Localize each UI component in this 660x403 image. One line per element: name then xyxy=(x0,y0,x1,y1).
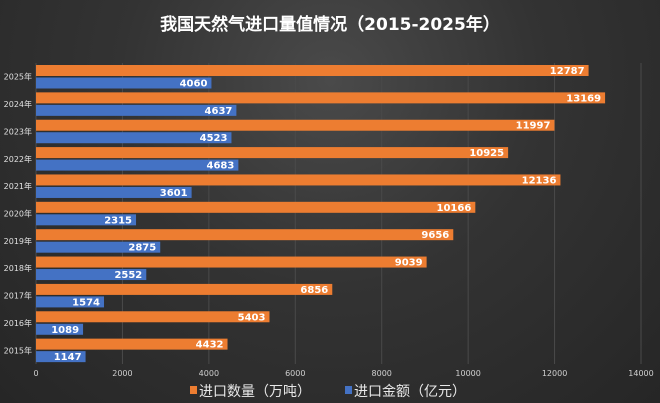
bar-amount xyxy=(36,186,192,198)
data-label: 9039 xyxy=(395,258,423,269)
data-label: 11997 xyxy=(516,121,551,132)
x-tick-label: 10000 xyxy=(455,369,480,378)
bar-quantity xyxy=(36,174,561,186)
data-label: 10166 xyxy=(437,203,472,214)
x-tick-label: 2000 xyxy=(112,369,132,378)
bar-amount xyxy=(36,104,237,116)
bar-amount xyxy=(36,296,105,308)
bar-quantity xyxy=(36,311,270,323)
x-tick-label: 4000 xyxy=(199,369,219,378)
x-tick-label: 0 xyxy=(33,369,38,378)
data-label: 6856 xyxy=(300,285,328,296)
bar-amount xyxy=(36,132,232,144)
data-label: 13169 xyxy=(566,93,601,104)
data-label: 4637 xyxy=(205,106,233,117)
data-label: 1147 xyxy=(54,352,82,363)
bar-amount xyxy=(36,241,161,253)
bar-amount xyxy=(36,214,137,226)
data-label: 1089 xyxy=(51,325,79,336)
bar-quantity xyxy=(36,229,454,241)
data-label: 4432 xyxy=(196,340,224,351)
y-category-label: 2025年 xyxy=(4,72,32,82)
x-tick-label: 8000 xyxy=(372,369,392,378)
data-label: 2315 xyxy=(104,215,132,226)
legend-label: 进口金额（亿元） xyxy=(354,384,466,400)
y-category-label: 2023年 xyxy=(4,126,32,136)
data-label: 12136 xyxy=(522,175,557,186)
bar-amount xyxy=(36,77,212,89)
data-label: 9656 xyxy=(421,230,449,241)
data-label: 3601 xyxy=(160,188,188,199)
x-tick-label: 6000 xyxy=(285,369,305,378)
bar-quantity xyxy=(36,283,333,295)
y-category-label: 2018年 xyxy=(4,263,32,273)
data-label: 1574 xyxy=(72,297,100,308)
data-label: 10925 xyxy=(469,148,504,159)
data-label: 2552 xyxy=(114,270,142,281)
bar-amount xyxy=(36,269,147,281)
y-category-label: 2019年 xyxy=(4,236,32,246)
bar-amount xyxy=(36,159,239,171)
data-label: 5403 xyxy=(238,312,266,323)
bar-amount xyxy=(36,351,86,363)
y-category-label: 2021年 xyxy=(4,181,32,191)
bar-quantity xyxy=(36,147,509,159)
data-label: 4683 xyxy=(207,161,235,172)
y-category-label: 2020年 xyxy=(4,209,32,219)
x-tick-label: 14000 xyxy=(628,369,653,378)
bar-quantity xyxy=(36,92,606,104)
bar-amount xyxy=(36,323,84,335)
bar-quantity xyxy=(36,119,555,131)
bar-quantity xyxy=(36,338,228,350)
y-category-label: 2017年 xyxy=(4,291,32,301)
chart-title: 我国天然气进口量值情况（2015-2025年） xyxy=(160,15,500,35)
bar-quantity xyxy=(36,201,476,213)
legend-swatch xyxy=(190,386,197,394)
data-label: 4060 xyxy=(180,79,208,90)
legend-swatch xyxy=(345,386,352,394)
data-label: 4523 xyxy=(200,133,228,144)
y-category-label: 2016年 xyxy=(4,318,32,328)
bar-quantity xyxy=(36,65,589,76)
data-label: 12787 xyxy=(550,66,585,77)
legend-label: 进口数量（万吨） xyxy=(199,384,311,400)
y-category-label: 2015年 xyxy=(4,345,32,355)
y-category-label: 2024年 xyxy=(4,99,32,109)
y-category-label: 2022年 xyxy=(4,154,32,164)
bar-quantity xyxy=(36,256,427,268)
x-tick-label: 12000 xyxy=(542,369,567,378)
data-label: 2875 xyxy=(128,243,156,254)
